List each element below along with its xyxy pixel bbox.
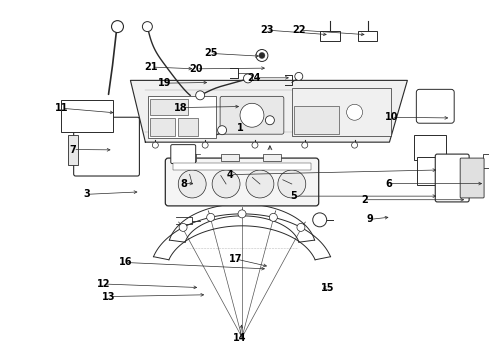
Circle shape xyxy=(152,142,158,148)
FancyBboxPatch shape xyxy=(74,117,140,176)
Circle shape xyxy=(266,116,274,125)
Bar xyxy=(150,118,175,136)
Circle shape xyxy=(313,213,327,227)
Text: 6: 6 xyxy=(386,179,392,189)
Bar xyxy=(68,135,77,165)
Text: 18: 18 xyxy=(174,103,187,113)
Bar xyxy=(292,88,392,136)
Circle shape xyxy=(270,213,277,221)
Text: 22: 22 xyxy=(292,25,305,35)
Bar xyxy=(173,163,311,170)
Circle shape xyxy=(256,50,268,62)
Circle shape xyxy=(207,213,215,221)
Text: 10: 10 xyxy=(385,112,398,122)
Circle shape xyxy=(202,142,208,148)
Text: 24: 24 xyxy=(247,73,261,83)
Text: 12: 12 xyxy=(97,279,110,289)
FancyBboxPatch shape xyxy=(460,158,484,198)
Text: 11: 11 xyxy=(55,103,69,113)
FancyBboxPatch shape xyxy=(220,96,284,134)
FancyBboxPatch shape xyxy=(171,145,196,163)
Text: 2: 2 xyxy=(361,195,368,205)
Text: 19: 19 xyxy=(158,78,171,88)
Text: 5: 5 xyxy=(291,191,297,201)
Text: 8: 8 xyxy=(180,179,187,189)
Bar xyxy=(221,154,239,161)
Circle shape xyxy=(244,74,252,83)
Text: 21: 21 xyxy=(145,62,158,72)
Circle shape xyxy=(278,170,306,198)
Bar xyxy=(483,154,490,168)
Text: 3: 3 xyxy=(83,189,90,199)
Circle shape xyxy=(352,142,358,148)
Text: 4: 4 xyxy=(227,170,234,180)
Circle shape xyxy=(212,170,240,198)
Circle shape xyxy=(143,22,152,32)
Bar xyxy=(319,31,340,41)
Text: 15: 15 xyxy=(321,283,335,293)
Circle shape xyxy=(295,72,303,80)
Text: 20: 20 xyxy=(190,64,203,74)
Circle shape xyxy=(297,224,305,231)
Bar xyxy=(178,118,198,136)
Text: 14: 14 xyxy=(233,333,247,343)
Bar xyxy=(294,106,339,134)
FancyBboxPatch shape xyxy=(165,158,318,206)
Bar xyxy=(61,100,113,132)
Text: 25: 25 xyxy=(204,48,218,58)
Bar xyxy=(358,31,377,41)
FancyBboxPatch shape xyxy=(416,89,454,123)
Bar xyxy=(417,157,439,185)
Bar xyxy=(148,96,216,138)
Bar xyxy=(178,154,196,161)
Circle shape xyxy=(178,170,206,198)
Text: 23: 23 xyxy=(260,25,274,35)
Circle shape xyxy=(238,210,246,218)
Polygon shape xyxy=(130,80,407,142)
Text: 13: 13 xyxy=(101,292,115,302)
Circle shape xyxy=(179,224,187,231)
Circle shape xyxy=(259,53,265,58)
Circle shape xyxy=(240,103,264,127)
Text: 17: 17 xyxy=(228,254,242,264)
FancyBboxPatch shape xyxy=(435,154,469,202)
Bar xyxy=(150,99,188,115)
Circle shape xyxy=(252,142,258,148)
Circle shape xyxy=(196,91,205,100)
Circle shape xyxy=(218,126,226,135)
Circle shape xyxy=(302,142,308,148)
Bar xyxy=(263,154,281,161)
Circle shape xyxy=(346,104,363,120)
Circle shape xyxy=(112,21,123,32)
Bar xyxy=(415,135,446,160)
Text: 16: 16 xyxy=(119,257,132,267)
Text: 9: 9 xyxy=(366,215,373,224)
Text: 1: 1 xyxy=(237,123,244,133)
Circle shape xyxy=(246,170,274,198)
Text: 7: 7 xyxy=(70,144,76,154)
